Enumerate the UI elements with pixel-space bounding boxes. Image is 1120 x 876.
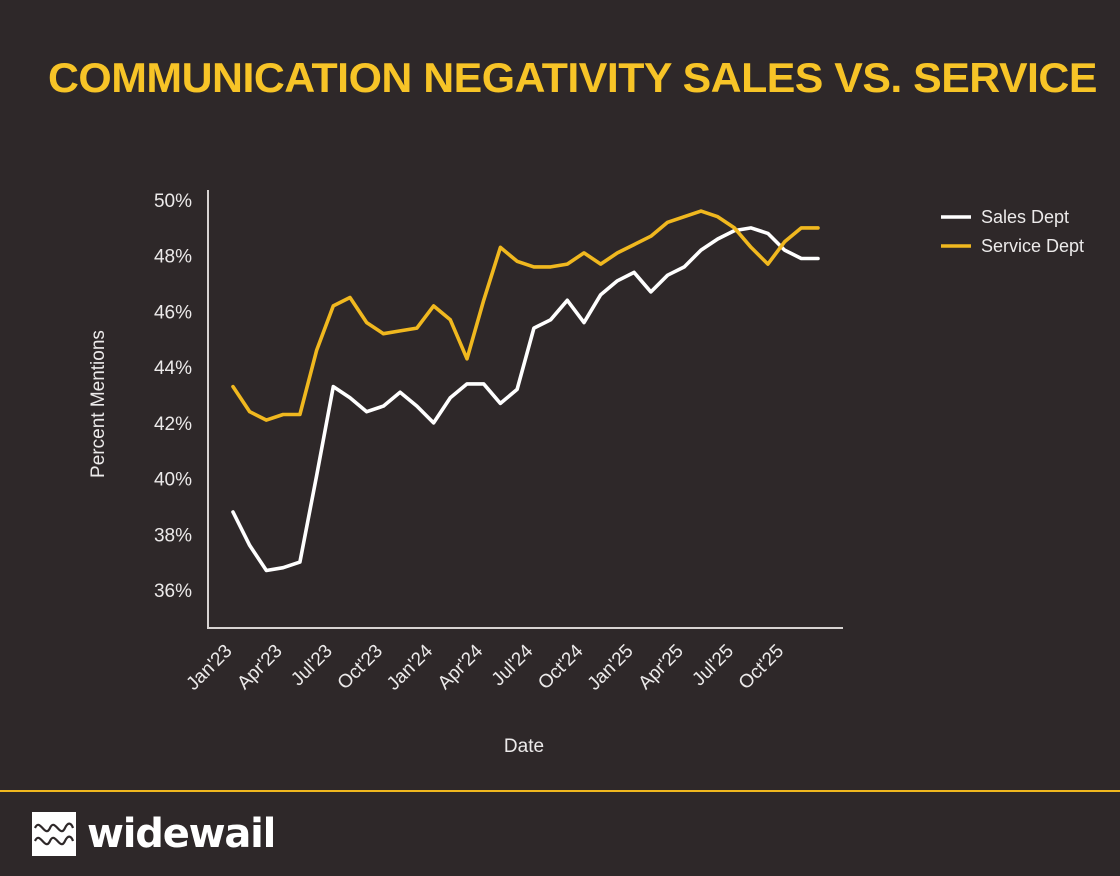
y-tick-label: 44% bbox=[154, 358, 192, 379]
x-tick-label: Oct'23 bbox=[334, 641, 387, 694]
y-tick-label: 42% bbox=[154, 414, 192, 435]
y-axis-title: Percent Mentions bbox=[88, 330, 109, 478]
legend-label-sales-dept: Sales Dept bbox=[981, 207, 1069, 227]
y-tick-label: 40% bbox=[154, 470, 192, 491]
y-tick-label: 46% bbox=[154, 302, 192, 323]
y-tick-label: 38% bbox=[154, 525, 192, 546]
footer: widewail bbox=[0, 790, 1120, 876]
axis-lines bbox=[207, 190, 843, 629]
x-tick-label: Oct'25 bbox=[735, 641, 788, 694]
page-title: COMMUNICATION NEGATIVITY SALES VS. SERVI… bbox=[48, 54, 1097, 101]
y-tick-label: 36% bbox=[154, 581, 192, 602]
x-tick-label: Jan'25 bbox=[584, 641, 638, 695]
x-tick-label: Apr'25 bbox=[635, 641, 688, 694]
y-axis-ticks: 36% 38% 40% 42% 44% 46% 48% 50% bbox=[154, 191, 192, 602]
x-tick-label: Apr'24 bbox=[434, 640, 488, 694]
y-tick-label: 50% bbox=[154, 191, 192, 212]
x-tick-label: Jul'23 bbox=[287, 641, 337, 691]
legend-label-service-dept: Service Dept bbox=[981, 236, 1084, 256]
series-group bbox=[231, 209, 820, 573]
brand-logo: widewail bbox=[32, 811, 276, 857]
x-tick-label: Jan'24 bbox=[383, 640, 437, 694]
brand-name: widewail bbox=[87, 811, 276, 857]
x-tick-label: Jul'25 bbox=[688, 641, 738, 691]
x-tick-label: Oct'24 bbox=[534, 640, 588, 694]
x-tick-label: Jul'24 bbox=[488, 640, 538, 690]
x-tick-label: Jan'23 bbox=[183, 641, 237, 695]
series-line-service-dept bbox=[231, 209, 820, 422]
footer-divider bbox=[0, 790, 1120, 792]
chart-container: 36% 38% 40% 42% 44% 46% 48% 50% Jan'23 Apr'23 Jul… bbox=[88, 190, 1084, 757]
wave-square-icon bbox=[32, 812, 76, 856]
y-tick-label: 48% bbox=[154, 247, 192, 268]
chart-legend: Sales Dept Service Dept bbox=[941, 207, 1084, 256]
x-tick-label: Apr'23 bbox=[233, 641, 286, 694]
x-axis-title: Date bbox=[504, 736, 544, 757]
series-line-sales-dept bbox=[231, 226, 820, 573]
